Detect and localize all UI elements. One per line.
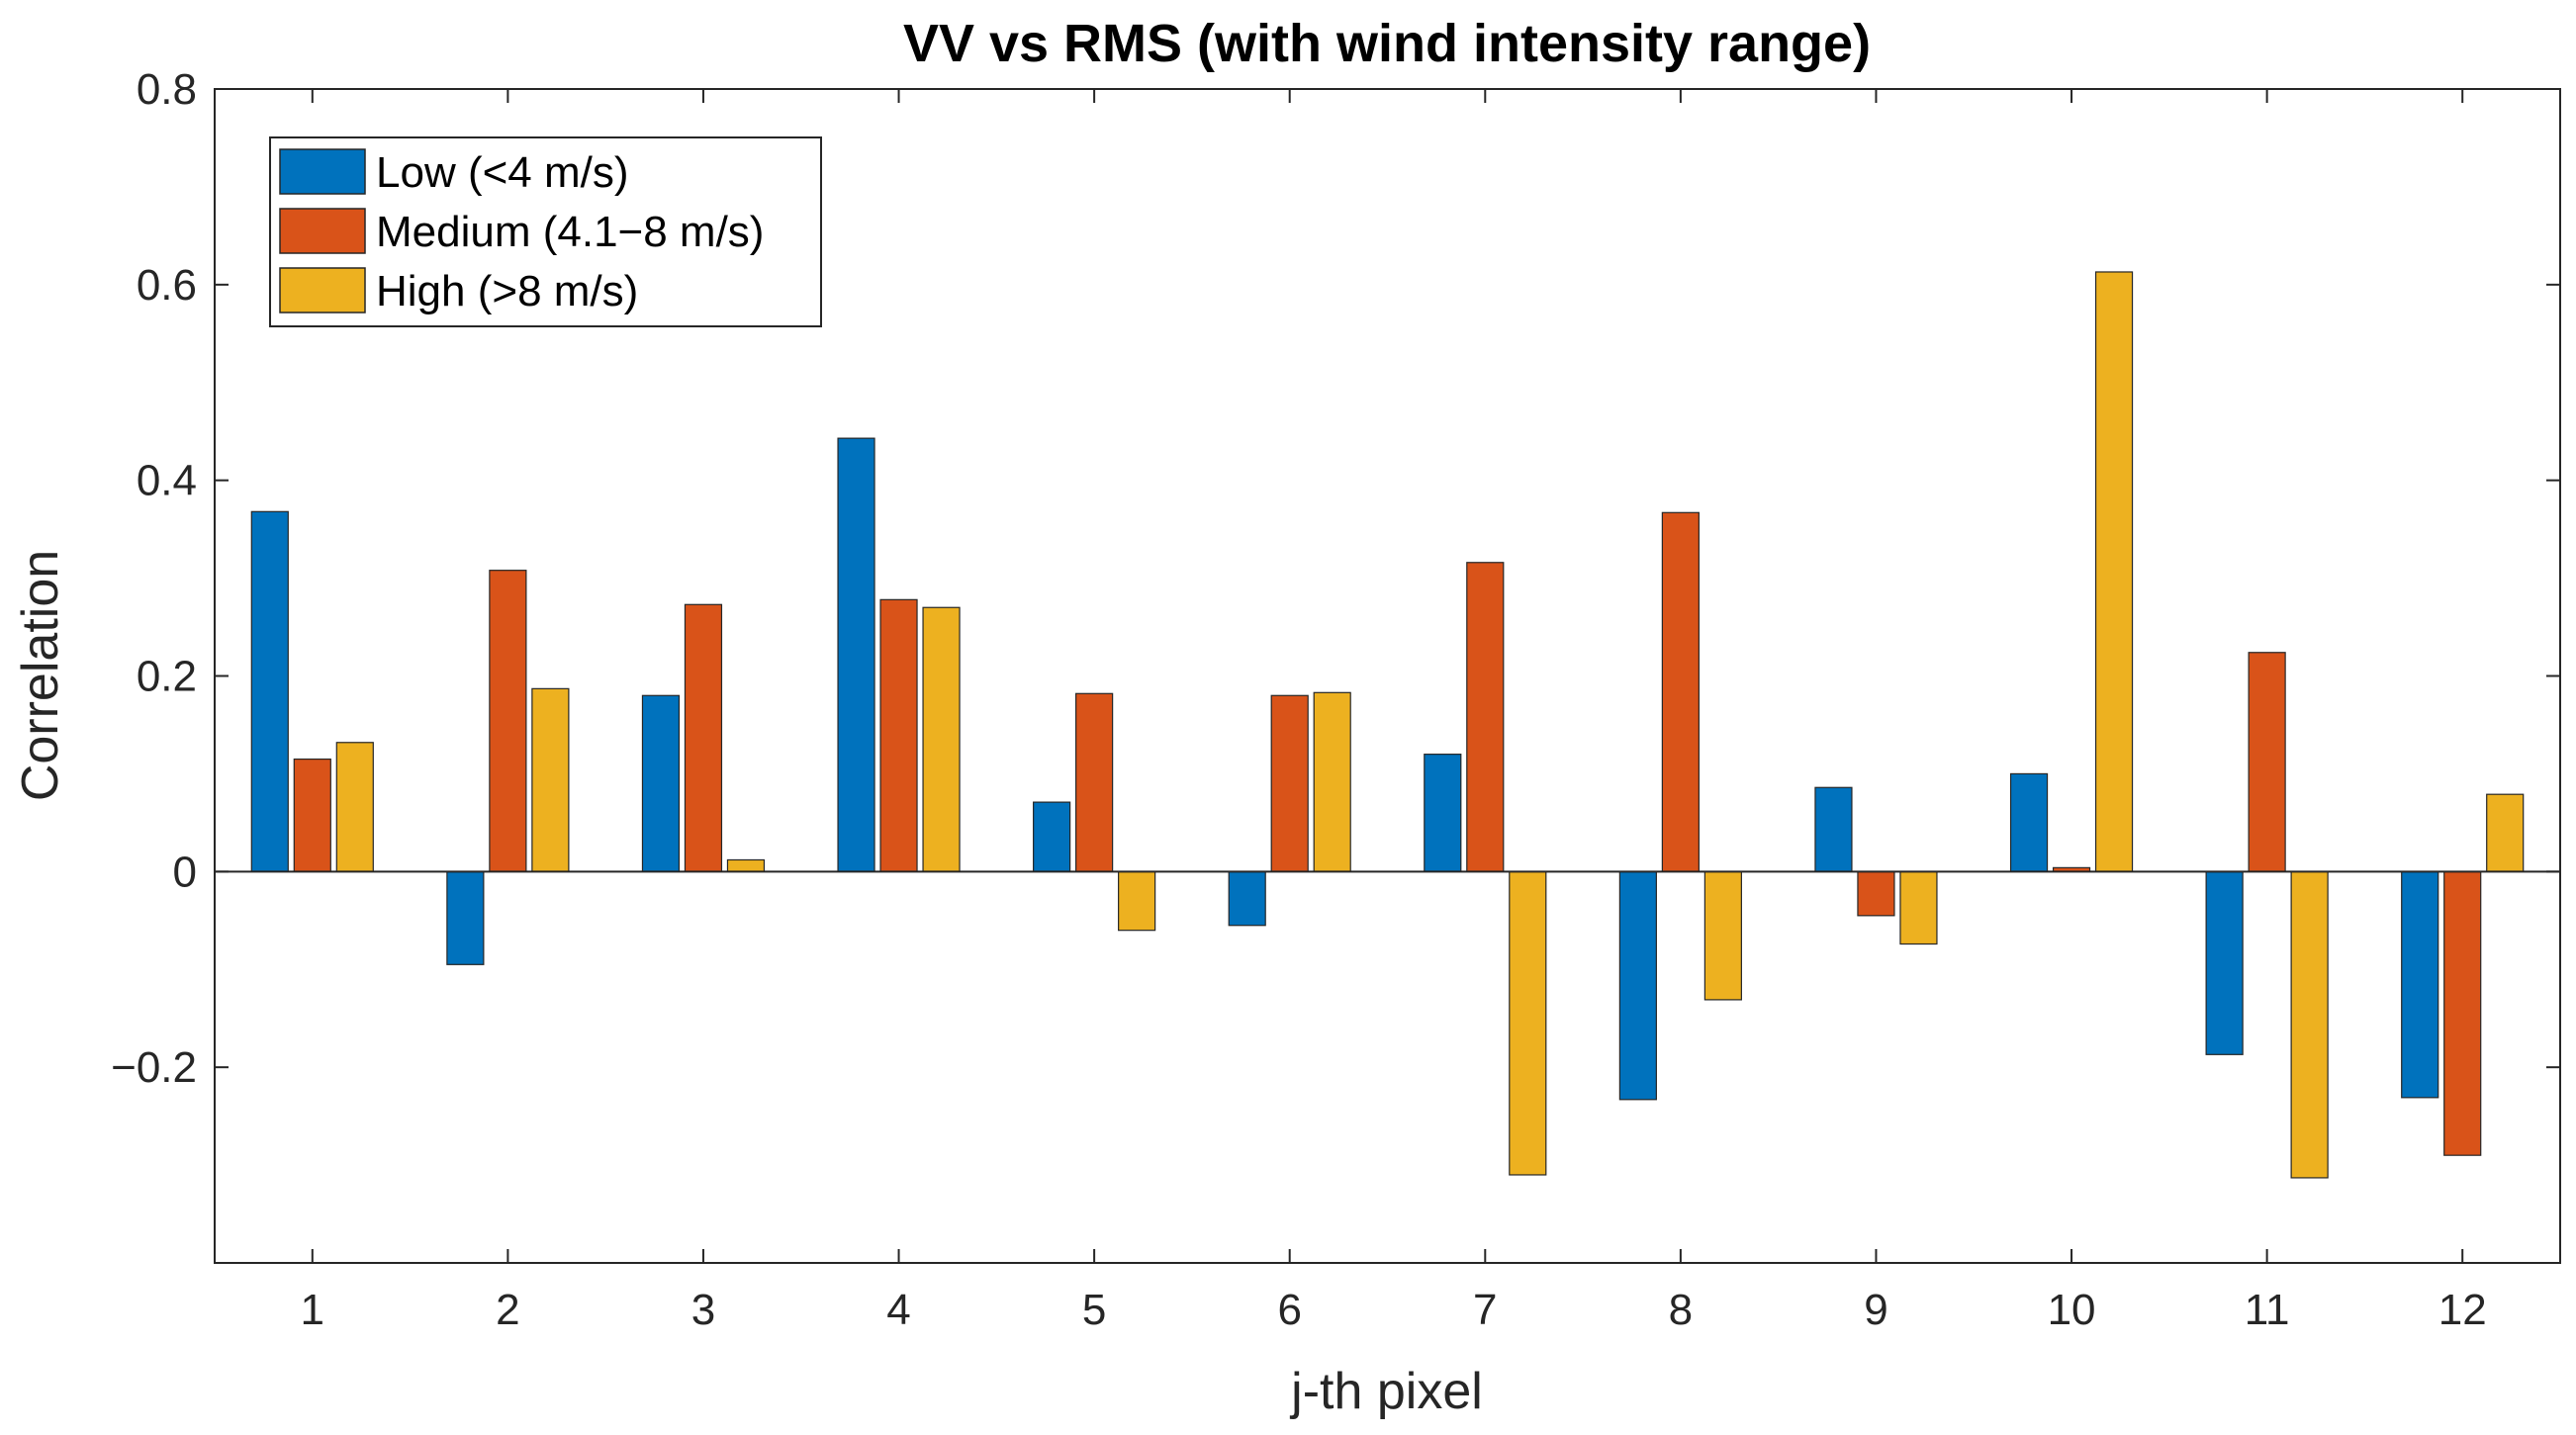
- bar-low-5: [1033, 801, 1071, 872]
- x-tick-label: 6: [1277, 1286, 1301, 1334]
- bar-low-7: [1424, 754, 1462, 872]
- x-tick-label: 2: [496, 1286, 519, 1334]
- bar-high-5: [1118, 870, 1156, 932]
- bar-high-4: [922, 606, 961, 872]
- legend-label-medium: Medium (4.1−8 m/s): [376, 208, 764, 256]
- bar-medium-1: [293, 758, 331, 872]
- y-axis-label: Correlation: [12, 550, 69, 801]
- x-tick-label: 5: [1082, 1286, 1106, 1334]
- bar-high-9: [1899, 870, 1938, 945]
- y-axis-ticks: −0.2 0 0.2 0.4 0.6 0.8: [111, 65, 2560, 1092]
- x-tick-label: 4: [886, 1286, 910, 1334]
- bar-high-10: [2094, 271, 2134, 872]
- y-tick-label: −0.2: [111, 1043, 197, 1092]
- bar-medium-5: [1075, 692, 1114, 872]
- bar-medium-7: [1466, 562, 1505, 872]
- bar-medium-4: [879, 598, 918, 872]
- x-tick-label: 12: [2438, 1286, 2487, 1334]
- bar-medium-8: [1661, 511, 1700, 872]
- bar-low-11: [2205, 870, 2244, 1055]
- x-tick-label: 3: [691, 1286, 715, 1334]
- x-tick-label: 9: [1864, 1286, 1887, 1334]
- bar-low-2: [446, 870, 485, 965]
- legend-label-high: High (>8 m/s): [376, 267, 638, 315]
- bar-medium-12: [2443, 870, 2482, 1156]
- legend-swatch-low: [279, 148, 366, 195]
- x-tick-label: 1: [301, 1286, 324, 1334]
- x-tick-label: 8: [1669, 1286, 1693, 1334]
- bar-low-4: [837, 437, 875, 872]
- bar-high-6: [1313, 691, 1351, 872]
- y-tick-label: 0.4: [137, 457, 197, 505]
- x-axis-ticks: 1 2 3 4 5 6 7 8 9 10 11 12: [301, 89, 2487, 1334]
- bar-layer: [250, 271, 2525, 1179]
- x-tick-label: 7: [1473, 1286, 1497, 1334]
- legend-label-low: Low (<4 m/s): [376, 148, 629, 197]
- y-tick-label: 0.6: [137, 261, 197, 310]
- y-tick-label: 0.8: [137, 65, 197, 114]
- legend-swatch-medium: [279, 208, 366, 254]
- x-axis-label: j-th pixel: [1289, 1363, 1483, 1420]
- bar-high-12: [2486, 793, 2525, 872]
- bar-low-3: [641, 694, 681, 872]
- bar-medium-3: [684, 603, 723, 872]
- y-tick-label: 0.2: [137, 653, 197, 701]
- y-tick-label: 0: [173, 848, 197, 896]
- bar-high-1: [335, 742, 374, 872]
- bar-low-10: [2009, 772, 2049, 872]
- bar-medium-9: [1857, 870, 1895, 917]
- chart-title: VV vs RMS (with wind intensity range): [903, 14, 1871, 73]
- bar-medium-2: [489, 570, 527, 872]
- bar-high-7: [1509, 870, 1547, 1176]
- bar-low-6: [1228, 870, 1266, 927]
- bar-high-2: [531, 687, 570, 872]
- bar-high-8: [1703, 870, 1742, 1001]
- bar-high-3: [726, 858, 766, 872]
- x-tick-label: 11: [2245, 1286, 2290, 1334]
- bar-medium-11: [2248, 652, 2286, 872]
- bar-low-8: [1618, 870, 1657, 1101]
- bar-low-12: [2401, 870, 2439, 1099]
- bar-medium-6: [1270, 694, 1309, 872]
- bar-low-9: [1814, 786, 1853, 872]
- bar-low-1: [250, 510, 289, 872]
- x-tick-label: 10: [2048, 1286, 2096, 1334]
- legend: Low (<4 m/s) Medium (4.1−8 m/s) High (>8…: [269, 136, 822, 327]
- bar-high-11: [2290, 870, 2329, 1179]
- legend-swatch-high: [279, 267, 366, 314]
